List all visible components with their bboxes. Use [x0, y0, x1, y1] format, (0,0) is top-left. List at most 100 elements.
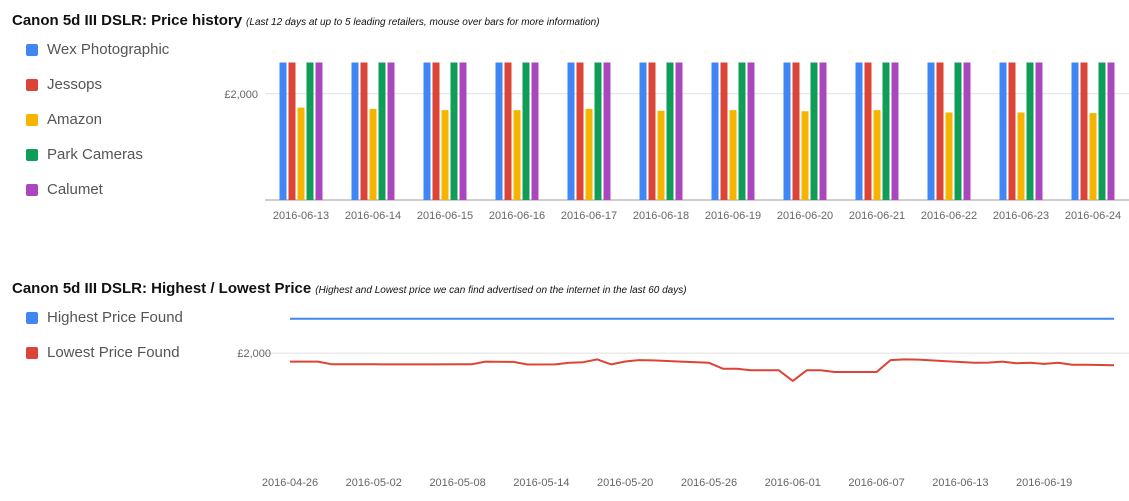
bar-jessops-2016-06-17	[576, 62, 584, 200]
bar-x-tick-label: 2016-06-13	[273, 210, 329, 222]
bar-park-cameras-2016-06-15	[450, 62, 458, 200]
line-x-tick-label: 2016-05-08	[429, 477, 485, 489]
bar-park-cameras-2016-06-22	[954, 62, 962, 200]
bar-park-cameras-2016-06-17	[594, 62, 602, 200]
bar-wex-photographic-2016-06-18	[639, 62, 647, 200]
line-x-tick-label: 2016-06-01	[765, 477, 821, 489]
bar-jessops-2016-06-13	[288, 62, 296, 200]
legend-label-wex: Wex Photographic	[47, 41, 170, 58]
bar-park-cameras-2016-06-21	[882, 62, 890, 200]
legend-swatch-wex	[26, 44, 38, 56]
legend-swatch-calumet	[26, 184, 38, 196]
bar-amazon-2016-06-13	[297, 107, 305, 200]
bar-park-cameras-2016-06-23	[1026, 62, 1034, 200]
bar-wex-photographic-2016-06-20	[783, 62, 791, 200]
bar-amazon-2016-06-14	[369, 108, 377, 200]
bar-y-tick-label: £2,000	[224, 89, 258, 101]
bar-jessops-2016-06-18	[648, 62, 656, 200]
line-x-tick-label: 2016-05-14	[513, 477, 569, 489]
legend-label-amazon: Amazon	[47, 111, 103, 128]
chart2-title: Canon 5d III DSLR: Highest / Lowest Pric…	[12, 280, 687, 297]
line-x-tick-label: 2016-06-13	[932, 477, 988, 489]
bar-x-tick-label: 2016-06-16	[489, 210, 545, 222]
legend-item-lowest[interactable]: Lowest Price Found	[26, 344, 183, 379]
legend-swatch-amazon	[26, 114, 38, 126]
bar-jessops-2016-06-19	[720, 62, 728, 200]
legend-swatch-lowest	[26, 347, 38, 359]
bar-jessops-2016-06-16	[504, 62, 512, 200]
line-x-tick-label: 2016-05-26	[681, 477, 737, 489]
line-x-tick-label: 2016-05-02	[346, 477, 402, 489]
bar-wex-photographic-2016-06-24	[1071, 62, 1079, 200]
legend-label-lowest: Lowest Price Found	[47, 344, 180, 361]
bar-park-cameras-2016-06-14	[378, 62, 386, 200]
bar-wex-photographic-2016-06-16	[495, 62, 503, 200]
bar-park-cameras-2016-06-13	[306, 62, 314, 200]
bar-calumet-2016-06-22	[963, 62, 971, 200]
bar-park-cameras-2016-06-20	[810, 62, 818, 200]
bar-calumet-2016-06-24	[1107, 62, 1115, 200]
bar-x-tick-label: 2016-06-22	[921, 210, 977, 222]
bar-amazon-2016-06-15	[441, 110, 449, 200]
bar-park-cameras-2016-06-16	[522, 62, 530, 200]
bar-x-tick-label: 2016-06-24	[1065, 210, 1121, 222]
legend-item-highest[interactable]: Highest Price Found	[26, 309, 183, 344]
bar-x-tick-label: 2016-06-23	[993, 210, 1049, 222]
bar-wex-photographic-2016-06-19	[711, 62, 719, 200]
bar-amazon-2016-06-19	[729, 110, 737, 200]
line-x-tick-label: 2016-06-19	[1016, 477, 1072, 489]
legend-item-wex[interactable]: Wex Photographic	[26, 41, 169, 76]
bar-amazon-2016-06-20	[801, 111, 809, 200]
bar-amazon-2016-06-21	[873, 110, 881, 200]
bar-amazon-2016-06-23	[1017, 112, 1025, 200]
legend-swatch-jessops	[26, 79, 38, 91]
legend-item-amazon[interactable]: Amazon	[26, 111, 169, 146]
line-x-tick-label: 2016-04-26	[262, 477, 318, 489]
bar-park-cameras-2016-06-19	[738, 62, 746, 200]
chart1-subtitle: (Last 12 days at up to 5 leading retaile…	[246, 17, 600, 28]
bar-park-cameras-2016-06-18	[666, 62, 674, 200]
legend-swatch-park	[26, 149, 38, 161]
bar-jessops-2016-06-21	[864, 62, 872, 200]
legend-item-park[interactable]: Park Cameras	[26, 146, 169, 181]
legend-swatch-highest	[26, 312, 38, 324]
line-y-tick-label: £2,000	[237, 348, 271, 360]
bar-calumet-2016-06-14	[387, 62, 395, 200]
legend-item-jessops[interactable]: Jessops	[26, 76, 169, 111]
bar-amazon-2016-06-18	[657, 110, 665, 200]
legend-label-park: Park Cameras	[47, 146, 143, 163]
bar-amazon-2016-06-17	[585, 108, 593, 200]
legend-label-calumet: Calumet	[47, 181, 103, 198]
line-series-lowest-price-found	[290, 358, 1115, 382]
line-x-tick-label: 2016-05-20	[597, 477, 653, 489]
bar-jessops-2016-06-15	[432, 62, 440, 200]
chart2-legend: Highest Price Found Lowest Price Found	[26, 309, 183, 379]
bar-jessops-2016-06-14	[360, 62, 368, 200]
chart2-subtitle: (Highest and Lowest price we can find ad…	[315, 285, 687, 296]
bar-wex-photographic-2016-06-21	[855, 62, 863, 200]
chart1-title-text: Canon 5d III DSLR: Price history	[12, 12, 243, 29]
bar-x-tick-label: 2016-06-14	[345, 210, 401, 222]
legend-label-jessops: Jessops	[47, 76, 103, 93]
bar-wex-photographic-2016-06-17	[567, 62, 575, 200]
bar-wex-photographic-2016-06-13	[279, 62, 287, 200]
line-x-tick-label: 2016-06-07	[848, 477, 904, 489]
bar-x-tick-label: 2016-06-17	[561, 210, 617, 222]
bar-amazon-2016-06-16	[513, 110, 521, 200]
bar-park-cameras-2016-06-24	[1098, 62, 1106, 200]
bar-x-tick-label: 2016-06-21	[849, 210, 905, 222]
legend-label-highest: Highest Price Found	[47, 309, 183, 326]
bar-x-tick-label: 2016-06-19	[705, 210, 761, 222]
bar-calumet-2016-06-21	[891, 62, 899, 200]
bar-calumet-2016-06-23	[1035, 62, 1043, 200]
bar-calumet-2016-06-20	[819, 62, 827, 200]
bar-wex-photographic-2016-06-15	[423, 62, 431, 200]
line-chart-plot: £2,000 2016-04-26 2016-05-02 2016-05-08 2016…	[237, 317, 1129, 489]
chart2-title-text: Canon 5d III DSLR: Highest / Lowest Pric…	[12, 280, 312, 297]
bar-jessops-2016-06-22	[936, 62, 944, 200]
bar-calumet-2016-06-19	[747, 62, 755, 200]
legend-item-calumet[interactable]: Calumet	[26, 181, 169, 216]
bar-chart-plot: £2,000 2016-06-13 2016-06-14 2016-06-15 2016…	[224, 62, 1129, 222]
bar-calumet-2016-06-17	[603, 62, 611, 200]
bar-x-tick-label: 2016-06-18	[633, 210, 689, 222]
